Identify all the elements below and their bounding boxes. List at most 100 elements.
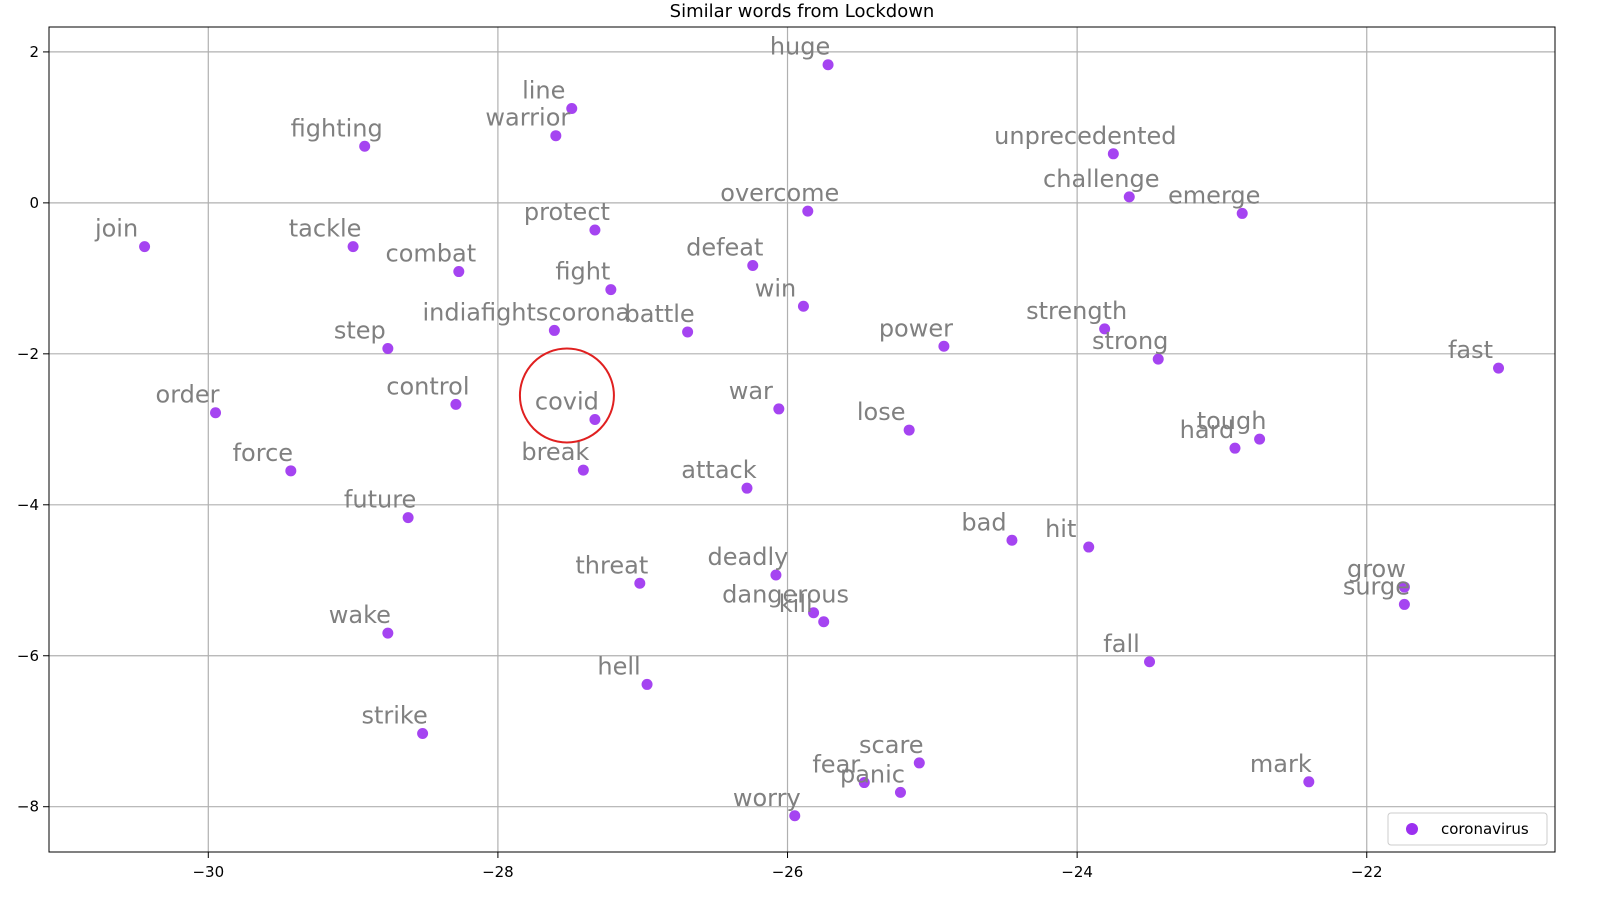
x-tick-label: −22 xyxy=(1351,863,1383,881)
word-label-mark: mark xyxy=(1250,750,1312,778)
data-point-fighting xyxy=(359,140,371,152)
word-label-order: order xyxy=(156,381,220,409)
word-label-strength: strength xyxy=(1026,297,1127,325)
data-point-panic xyxy=(894,786,906,798)
plot-frame xyxy=(48,26,1556,853)
data-point-strength xyxy=(1099,323,1111,335)
legend-marker xyxy=(1406,823,1418,835)
data-point-control xyxy=(450,398,462,410)
data-point-lose xyxy=(903,424,915,436)
data-point-wake xyxy=(382,627,394,639)
data-point-warrior xyxy=(550,130,562,142)
data-point-win xyxy=(797,300,809,312)
data-point-battle xyxy=(682,326,694,338)
data-point-kill xyxy=(818,616,830,628)
data-point-break xyxy=(577,464,589,476)
data-point-grow xyxy=(1398,581,1410,593)
word-label-kill: kill xyxy=(779,590,813,618)
data-point-hard xyxy=(1229,442,1241,454)
y-tick-label: 0 xyxy=(29,194,39,212)
word-label-power: power xyxy=(879,314,953,342)
data-point-bad xyxy=(1006,534,1018,546)
y-tick-label: −6 xyxy=(17,647,39,665)
word-label-grow: grow xyxy=(1347,555,1406,583)
word-label-battle: battle xyxy=(625,300,695,328)
word-label-step: step xyxy=(334,317,386,345)
word-label-challenge: challenge xyxy=(1043,165,1159,193)
data-point-covid xyxy=(589,413,601,425)
word-label-wake: wake xyxy=(329,601,391,629)
word-label-fear: fear xyxy=(812,751,860,779)
word-label-break: break xyxy=(521,438,589,466)
word-label-tackle: tackle xyxy=(289,215,362,243)
data-point-challenge xyxy=(1123,191,1135,203)
word-label-force: force xyxy=(233,439,293,467)
data-point-strike xyxy=(417,727,429,739)
data-point-mark xyxy=(1303,776,1315,788)
data-point-indiafightscorona xyxy=(548,324,560,336)
y-tick-label: −2 xyxy=(17,345,39,363)
word-label-win: win xyxy=(755,274,797,302)
word-label-future: future xyxy=(344,486,416,514)
highlight-circle xyxy=(518,347,615,444)
data-point-attack xyxy=(741,482,753,494)
word-label-panic: panic xyxy=(840,760,905,788)
word-label-emerge: emerge xyxy=(1168,181,1260,209)
word-label-combat: combat xyxy=(386,240,477,268)
word-label-scare: scare xyxy=(859,731,924,759)
word-label-threat: threat xyxy=(575,551,648,579)
data-point-strong xyxy=(1152,353,1164,365)
word-label-worry: worry xyxy=(733,784,801,812)
word-label-bad: bad xyxy=(961,508,1006,536)
word-label-warrior: warrior xyxy=(485,104,570,132)
word-label-defeat: defeat xyxy=(686,234,763,262)
word-label-attack: attack xyxy=(681,456,756,484)
word-label-indiafightscorona: indiafightscorona xyxy=(422,298,630,326)
data-points xyxy=(139,59,1505,822)
data-point-dangerous xyxy=(808,607,820,619)
data-point-tackle xyxy=(347,241,359,253)
data-point-order xyxy=(210,407,222,419)
data-point-line xyxy=(566,103,578,115)
x-tick-label: −30 xyxy=(192,863,224,881)
word-label-hell: hell xyxy=(597,652,640,680)
word-label-hard: hard xyxy=(1180,416,1235,444)
data-point-scare xyxy=(913,757,925,769)
data-point-unprecedented xyxy=(1107,148,1119,160)
word-label-join: join xyxy=(94,215,138,243)
data-point-fight xyxy=(605,284,617,296)
data-point-deadly xyxy=(770,569,782,581)
word-label-fight: fight xyxy=(555,258,610,286)
data-point-force xyxy=(285,465,297,477)
word-label-hit: hit xyxy=(1045,515,1076,543)
data-point-fear xyxy=(858,777,870,789)
axis-ticks: −30 −28 −26 −24 −22 2 0 −2 −4 −6 −8 xyxy=(17,43,1383,881)
data-point-protect xyxy=(589,224,601,236)
data-point-combat xyxy=(453,266,465,278)
word-label-unprecedented: unprecedented xyxy=(994,122,1176,150)
word-label-control: control xyxy=(386,372,469,400)
y-tick-label: −4 xyxy=(17,496,39,514)
x-tick-label: −24 xyxy=(1061,863,1093,881)
word-label-fast: fast xyxy=(1448,336,1493,364)
word-label-lose: lose xyxy=(857,398,906,426)
legend-label: coronavirus xyxy=(1441,820,1529,838)
data-point-defeat xyxy=(747,260,759,272)
word-label-war: war xyxy=(729,377,773,405)
legend-box xyxy=(1387,812,1548,846)
data-point-huge xyxy=(822,59,834,71)
word-label-covid: covid xyxy=(535,387,599,415)
word-label-huge: huge xyxy=(770,33,830,61)
data-point-tough xyxy=(1254,433,1266,445)
data-point-fast xyxy=(1493,362,1505,374)
data-point-step xyxy=(382,343,394,355)
data-point-surge xyxy=(1398,598,1410,610)
data-point-hit xyxy=(1083,541,1095,553)
word-label-overcome: overcome xyxy=(720,179,839,207)
word-label-strike: strike xyxy=(361,701,427,729)
data-point-overcome xyxy=(802,205,814,217)
data-point-emerge xyxy=(1236,207,1248,219)
word-label-dangerous: dangerous xyxy=(722,581,849,609)
